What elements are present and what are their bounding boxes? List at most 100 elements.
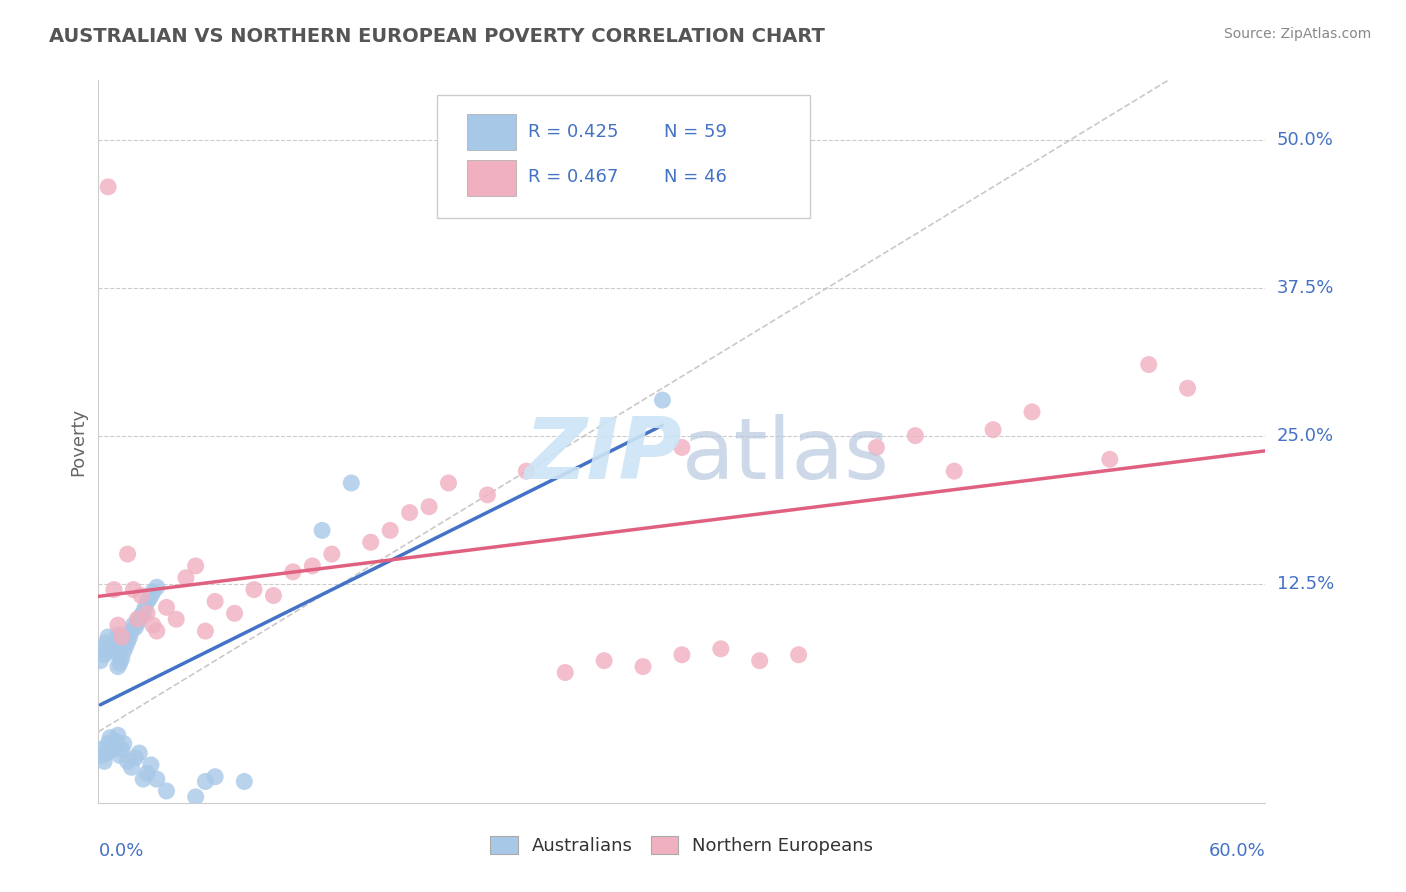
- Point: [114, 640, 136, 654]
- Point: [155, 784, 177, 798]
- Point: [124, 620, 146, 634]
- Text: N = 59: N = 59: [665, 122, 727, 141]
- Point: [103, 739, 125, 753]
- Point: [233, 774, 256, 789]
- Point: [651, 393, 673, 408]
- Point: [321, 547, 343, 561]
- Point: [96, 746, 118, 760]
- Point: [91, 641, 114, 656]
- Point: [89, 742, 111, 756]
- Point: [554, 665, 576, 680]
- Point: [132, 607, 155, 621]
- Point: [139, 589, 162, 603]
- Point: [132, 772, 155, 786]
- Point: [112, 644, 135, 658]
- Text: 12.5%: 12.5%: [1277, 574, 1334, 592]
- Point: [93, 648, 115, 662]
- Point: [108, 748, 131, 763]
- Text: 25.0%: 25.0%: [1277, 426, 1334, 444]
- Point: [101, 742, 124, 756]
- Point: [671, 441, 693, 455]
- Point: [593, 654, 616, 668]
- Point: [97, 737, 120, 751]
- Point: [117, 755, 139, 769]
- Point: [515, 464, 537, 478]
- Point: [904, 428, 927, 442]
- Point: [437, 475, 460, 490]
- Point: [138, 592, 160, 607]
- Point: [981, 423, 1004, 437]
- Point: [142, 585, 165, 599]
- Text: R = 0.425: R = 0.425: [527, 122, 619, 141]
- Point: [108, 656, 131, 670]
- Point: [311, 524, 333, 538]
- Point: [107, 618, 129, 632]
- FancyBboxPatch shape: [467, 160, 516, 196]
- Text: ZIP: ZIP: [524, 415, 682, 498]
- Point: [117, 634, 139, 648]
- Point: [136, 766, 159, 780]
- Point: [243, 582, 266, 597]
- Point: [98, 731, 121, 745]
- Point: [477, 488, 499, 502]
- Point: [1137, 358, 1160, 372]
- Point: [204, 770, 226, 784]
- Point: [204, 594, 226, 608]
- Text: 60.0%: 60.0%: [1209, 842, 1265, 860]
- Point: [93, 755, 115, 769]
- Point: [104, 633, 127, 648]
- Point: [107, 728, 129, 742]
- Point: [134, 600, 156, 615]
- Point: [418, 500, 440, 514]
- Point: [340, 475, 363, 490]
- Point: [129, 589, 152, 603]
- Point: [142, 618, 165, 632]
- Point: [165, 612, 187, 626]
- Point: [174, 571, 197, 585]
- Point: [104, 734, 127, 748]
- Point: [122, 582, 145, 597]
- Point: [117, 547, 139, 561]
- Point: [146, 772, 169, 786]
- Point: [398, 506, 420, 520]
- Point: [136, 607, 159, 621]
- Point: [184, 558, 207, 573]
- Point: [111, 630, 134, 644]
- Point: [194, 774, 217, 789]
- Point: [1098, 452, 1121, 467]
- Point: [787, 648, 810, 662]
- Point: [865, 441, 887, 455]
- Point: [91, 748, 114, 763]
- Point: [97, 630, 120, 644]
- Text: AUSTRALIAN VS NORTHERN EUROPEAN POVERTY CORRELATION CHART: AUSTRALIAN VS NORTHERN EUROPEAN POVERTY …: [49, 27, 825, 45]
- Point: [121, 760, 143, 774]
- Point: [301, 558, 323, 573]
- Point: [631, 659, 654, 673]
- Point: [943, 464, 966, 478]
- FancyBboxPatch shape: [467, 114, 516, 151]
- Point: [671, 648, 693, 662]
- Point: [112, 737, 135, 751]
- Point: [103, 640, 125, 654]
- Point: [136, 594, 159, 608]
- Point: [118, 630, 141, 644]
- Y-axis label: Poverty: Poverty: [69, 408, 87, 475]
- Point: [89, 654, 111, 668]
- Text: Source: ZipAtlas.com: Source: ZipAtlas.com: [1223, 27, 1371, 41]
- Point: [139, 758, 162, 772]
- FancyBboxPatch shape: [437, 95, 810, 218]
- Text: 0.0%: 0.0%: [98, 842, 143, 860]
- Point: [107, 627, 129, 641]
- Text: 37.5%: 37.5%: [1277, 278, 1334, 296]
- Point: [1021, 405, 1043, 419]
- Text: R = 0.467: R = 0.467: [527, 168, 619, 186]
- Point: [127, 612, 149, 626]
- Point: [129, 608, 152, 623]
- Point: [121, 624, 143, 638]
- Point: [111, 742, 134, 756]
- Text: N = 46: N = 46: [665, 168, 727, 186]
- Point: [128, 746, 150, 760]
- Point: [96, 636, 118, 650]
- Point: [224, 607, 246, 621]
- Point: [281, 565, 304, 579]
